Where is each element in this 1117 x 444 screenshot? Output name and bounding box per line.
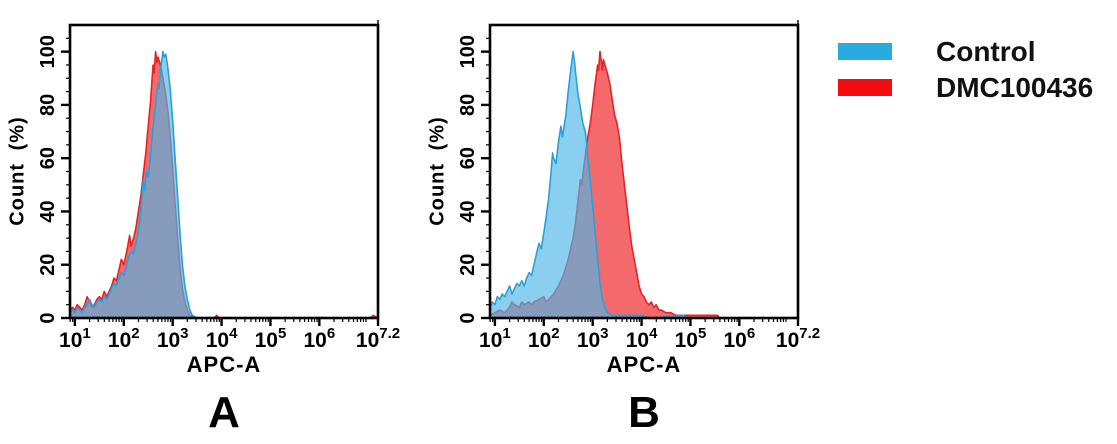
legend-item-control: Control <box>838 35 1093 67</box>
panel-letter-a: A <box>208 388 240 437</box>
histogram-plot-b: 101 102 103 104 105 106 107.2 0 20 40 60 80 100 <box>457 20 820 352</box>
histogram-plot-a: 101 102 103 104 105 106 107.2 0 20 40 60 80 100 <box>37 20 400 352</box>
x-tick-label: 107.2 <box>776 325 820 352</box>
y-tick-label: 0 <box>457 312 479 323</box>
y-axis-title: Count (%) <box>6 116 29 226</box>
x-tick-label: 105 <box>675 325 707 352</box>
plot-frame <box>68 23 380 320</box>
x-axis-title: APC-A <box>186 352 262 377</box>
x-tick-label: 106 <box>723 325 755 352</box>
x-tick-label: 101 <box>479 325 511 352</box>
x-tick-label: 104 <box>626 325 658 352</box>
x-tick-label: 101 <box>59 325 91 352</box>
y-tick-label: 80 <box>457 94 479 116</box>
x-tick-label: 105 <box>255 325 287 352</box>
x-axis-title: APC-A <box>606 352 682 377</box>
y-tick-label: 40 <box>457 200 479 222</box>
x-tick-label: 104 <box>206 325 238 352</box>
y-tick-label: 80 <box>37 94 59 116</box>
y-tick-label: 60 <box>457 147 479 169</box>
x-tick-label: 106 <box>303 325 335 352</box>
y-tick-label: 0 <box>37 312 59 323</box>
legend: Control DMC100436 <box>838 35 1094 103</box>
legend-swatch-dmc100436 <box>838 79 892 96</box>
x-tick-label: 103 <box>577 325 609 352</box>
x-tick-label: 103 <box>157 325 189 352</box>
legend-label-control: Control <box>936 35 1036 67</box>
panel-letter-b: B <box>628 388 660 437</box>
y-tick-label: 100 <box>37 35 59 68</box>
x-tick-label: 107.2 <box>356 325 400 352</box>
x-tick-label: 102 <box>528 325 560 352</box>
legend-label-dmc100436: DMC100436 <box>936 71 1094 103</box>
series-control-area <box>69 50 379 319</box>
series-dmc100436-area <box>69 50 379 319</box>
y-tick-label: 40 <box>37 200 59 222</box>
y-tick-label: 60 <box>37 147 59 169</box>
panel-b: 101 102 103 104 105 106 107.2 0 20 40 60 80 100 Coun… <box>420 0 850 444</box>
y-axis-title: Count (%) <box>426 116 449 226</box>
legend-swatch-control <box>838 43 892 60</box>
y-tick-label: 20 <box>457 254 479 276</box>
legend-item-dmc100436: DMC100436 <box>838 71 1094 103</box>
x-tick-label: 102 <box>108 325 140 352</box>
series-control-area <box>489 50 799 319</box>
panel-a: 101 102 103 104 105 106 107.2 0 20 40 60 80 100 Coun… <box>0 0 430 444</box>
y-tick-label: 20 <box>37 254 59 276</box>
y-tick-label: 100 <box>457 35 479 68</box>
